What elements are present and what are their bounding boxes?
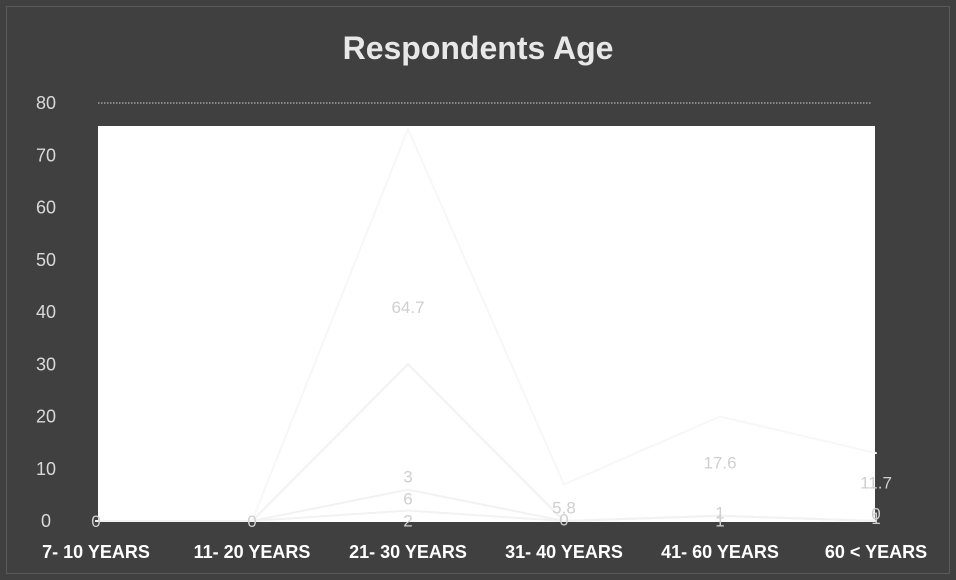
series-point [407, 488, 409, 491]
y-tick-label: 10 [36, 459, 56, 479]
x-category-label: 41- 60 YEARS [661, 542, 779, 562]
plot-area [98, 126, 875, 522]
data-label: 64.7 [391, 298, 424, 317]
y-tick-label: 0 [41, 511, 51, 531]
x-category-label: 31- 40 YEARS [505, 542, 623, 562]
y-tick-label: 80 [36, 93, 56, 113]
data-label: 0 [247, 512, 256, 531]
data-label: 6 [403, 490, 412, 509]
data-label: 3 [403, 468, 412, 487]
series-point [719, 415, 721, 418]
series-point [563, 520, 565, 522]
data-label: 1 [715, 504, 724, 523]
series-point [875, 452, 877, 455]
series-point [407, 128, 409, 131]
data-label: 0 [871, 505, 880, 524]
data-label: 1 [715, 511, 724, 530]
y-tick-label: 40 [36, 302, 56, 322]
series-point [407, 509, 409, 512]
series-point [563, 483, 565, 486]
data-label: 17.6 [703, 453, 736, 472]
y-tick-label: 70 [36, 145, 56, 165]
series-point [251, 520, 253, 522]
series-point [875, 520, 877, 522]
y-tick-label: 30 [36, 354, 56, 374]
chart-title: Respondents Age [342, 30, 614, 66]
series-point [719, 514, 721, 517]
data-label: 0 [559, 510, 568, 529]
data-label: 2 [403, 511, 412, 530]
series-point [407, 363, 409, 366]
data-label: 11.7 [860, 473, 892, 492]
x-category-label: 60 < YEARS [825, 542, 927, 562]
data-label: 1 [871, 509, 880, 528]
x-category-label: 7- 10 YEARS [42, 542, 150, 562]
y-tick-label: 50 [36, 250, 56, 270]
data-label: 5.8 [552, 498, 576, 517]
series-point [95, 520, 97, 522]
y-tick-label: 60 [36, 198, 56, 218]
data-label: 0 [91, 512, 100, 531]
y-tick-label: 20 [36, 407, 56, 427]
x-category-label: 21- 30 YEARS [349, 542, 467, 562]
x-category-label: 11- 20 YEARS [194, 542, 311, 562]
series-line [96, 509, 877, 523]
